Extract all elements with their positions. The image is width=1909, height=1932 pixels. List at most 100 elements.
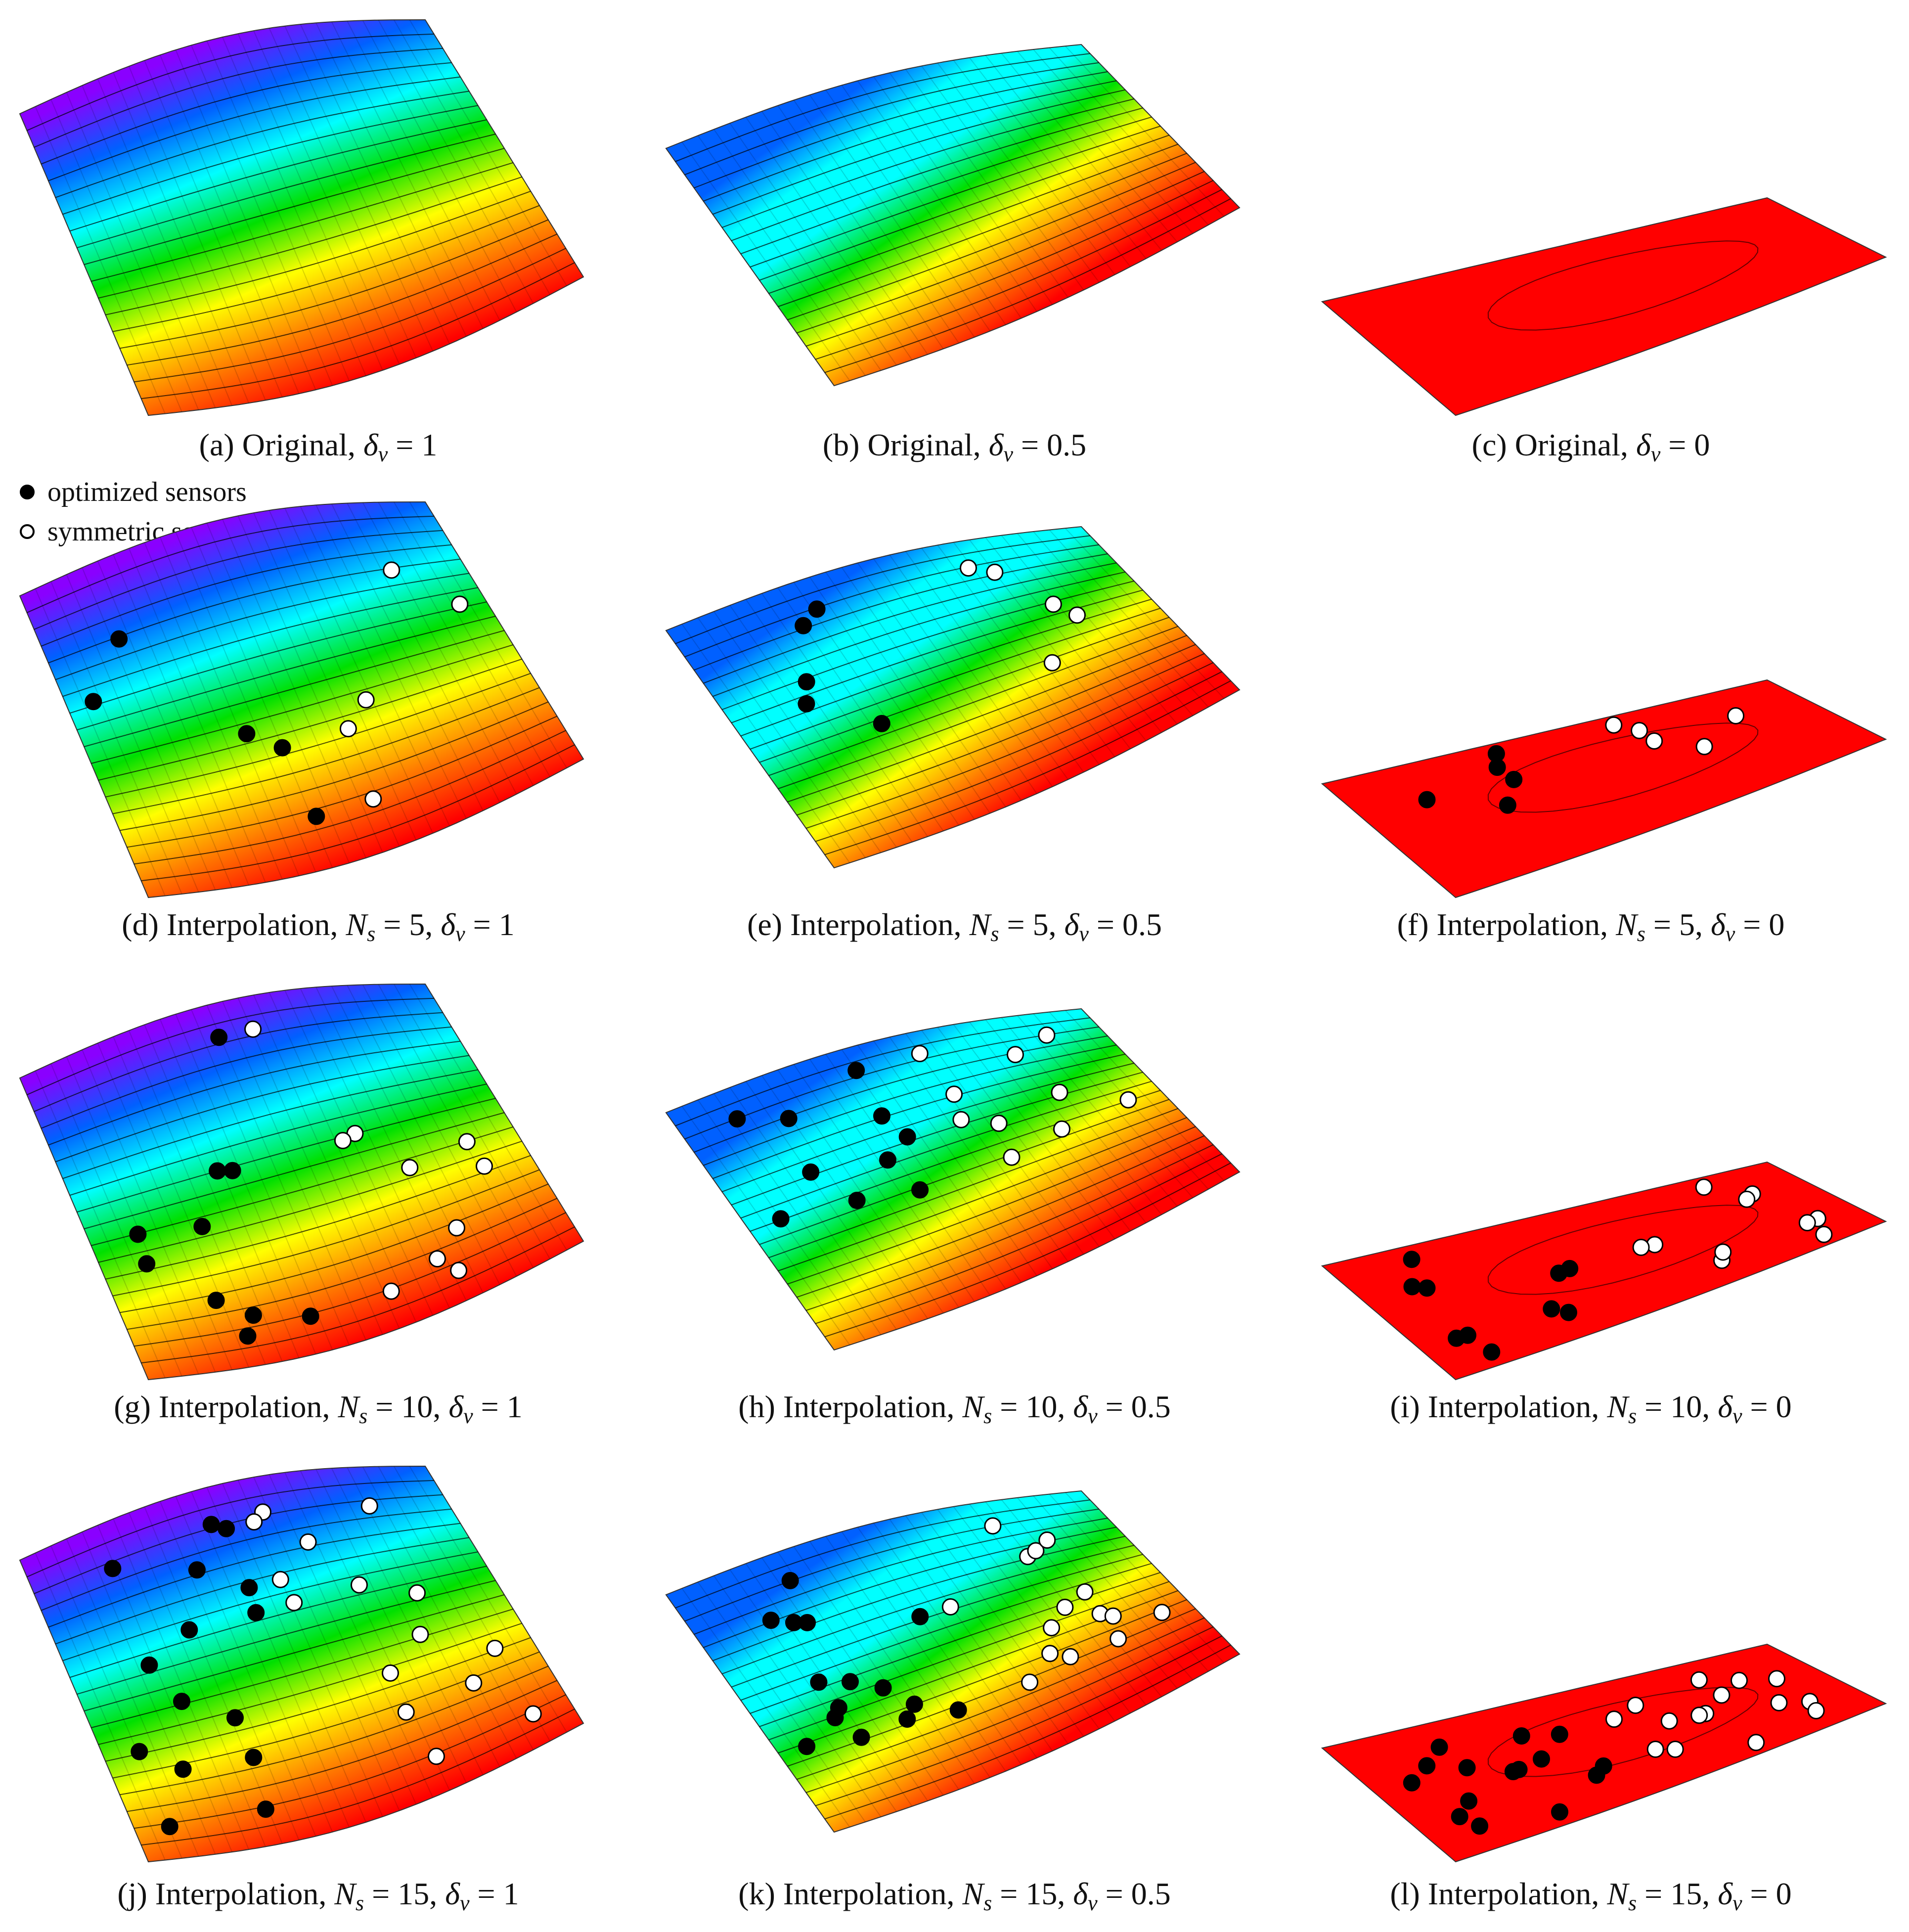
- surface-plot: [19, 501, 584, 899]
- caption-ns: 10: [1670, 1389, 1702, 1424]
- caption-tag: (l): [1390, 1876, 1420, 1911]
- caption-dv: 1: [498, 907, 515, 942]
- symmetric-sensor: [1768, 1670, 1785, 1688]
- panel-caption: (b) Original, δv = 0.5: [822, 427, 1087, 466]
- panel-g: (g) Interpolation, Ns = 10, δv = 1: [0, 964, 636, 1446]
- mesh-lines: [1487, 240, 1759, 331]
- optimized-sensor: [1471, 1817, 1489, 1835]
- panel-c: (c) Original, δv = 0: [1273, 0, 1909, 482]
- caption-ns: 10: [1025, 1389, 1058, 1424]
- caption-ns: 15: [398, 1876, 430, 1911]
- symmetric-sensor: [524, 1705, 542, 1723]
- caption-dv: 1: [421, 427, 438, 462]
- optimized-sensor: [131, 1743, 148, 1760]
- symmetric-sensor: [285, 1594, 303, 1612]
- optimized-sensor: [1451, 1808, 1468, 1826]
- symmetric-sensor: [1666, 1741, 1684, 1758]
- symmetric-sensor: [271, 1571, 289, 1588]
- caption-tag: (k): [738, 1876, 775, 1911]
- optimized-sensor: [226, 1709, 244, 1727]
- legend-optimized-label: optimized sensors: [47, 477, 247, 507]
- optimized-sensor: [302, 1307, 319, 1325]
- panel-caption: (l) Interpolation, Ns = 15, δv = 0: [1390, 1876, 1792, 1915]
- symmetric-sensor: [401, 1159, 419, 1176]
- optimized-sensor: [104, 1560, 122, 1577]
- caption-method: Original: [867, 427, 973, 462]
- surface: [665, 44, 1241, 387]
- panel-caption: (c) Original, δv = 0: [1471, 427, 1710, 466]
- panel-caption: (j) Interpolation, Ns = 15, δv = 1: [117, 1876, 519, 1915]
- symmetric-sensor: [1068, 606, 1086, 624]
- mesh-lines: [675, 528, 1231, 863]
- symmetric-sensor: [1727, 707, 1745, 724]
- caption-tag: (d): [122, 907, 159, 942]
- symmetric-sensor: [1076, 1583, 1094, 1601]
- caption-dv: 0.5: [1131, 1389, 1171, 1424]
- surface-plot: [665, 1008, 1241, 1351]
- symmetric-sensor: [1062, 1648, 1079, 1665]
- caption-tag: (c): [1471, 427, 1507, 462]
- optimized-sensor: [209, 1162, 226, 1180]
- symmetric-sensor: [1660, 1712, 1678, 1730]
- panel-j: (j) Interpolation, Ns = 15, δv = 1: [0, 1446, 636, 1932]
- optimized-sensor: [223, 1162, 241, 1179]
- mesh-lines: [675, 1010, 1231, 1346]
- panel-caption: (f) Interpolation, Ns = 5, δv = 0: [1397, 907, 1785, 946]
- symmetric-sensor: [1044, 595, 1062, 613]
- symmetric-sensor: [1104, 1607, 1122, 1625]
- panel-caption: (e) Interpolation, Ns = 5, δv = 0.5: [747, 907, 1162, 946]
- caption-dv: 0.5: [1131, 1876, 1171, 1911]
- optimized-sensor: [1488, 759, 1506, 776]
- caption-method: Interpolation: [1436, 907, 1600, 942]
- optimized-sensor: [1403, 1774, 1421, 1792]
- symmetric-sensor: [911, 1045, 929, 1063]
- caption-dv: 0: [1776, 1876, 1792, 1911]
- symmetric-sensor: [351, 1576, 368, 1594]
- symmetric-sensor: [451, 595, 469, 613]
- optimized-sensor: [785, 1614, 802, 1631]
- symmetric-sensor: [1007, 1046, 1024, 1064]
- legend-optimized: optimized sensors: [20, 472, 253, 512]
- optimized-sensor: [873, 1107, 890, 1125]
- symmetric-sensor: [476, 1157, 493, 1175]
- symmetric-sensor: [408, 1584, 426, 1602]
- surface-plot: [19, 19, 584, 416]
- optimized-sensor: [174, 1760, 192, 1778]
- caption-method: Interpolation: [166, 907, 330, 942]
- symmetric-sensor: [1714, 1243, 1732, 1261]
- panel-caption: (a) Original, δv = 1: [199, 427, 438, 466]
- symmetric-sensor: [334, 1132, 352, 1149]
- caption-method: Interpolation: [158, 1389, 322, 1424]
- optimized-sensor: [173, 1693, 190, 1710]
- symmetric-sensor: [941, 1598, 959, 1616]
- optimized-sensor: [1561, 1259, 1579, 1277]
- symmetric-sensor: [945, 1085, 963, 1103]
- symmetric-sensor: [1713, 1686, 1731, 1704]
- surface: [1321, 1161, 1887, 1381]
- symmetric-sensor: [244, 1020, 262, 1038]
- caption-method: Original: [1514, 427, 1620, 462]
- caption-ns: 15: [1025, 1876, 1058, 1911]
- caption-tag: (g): [114, 1389, 151, 1424]
- symmetric-sensor: [1119, 1091, 1137, 1109]
- caption-method: Interpolation: [1427, 1876, 1592, 1911]
- optimized-sensor: [810, 1673, 828, 1691]
- optimized-sensor: [1499, 796, 1516, 814]
- symmetric-sensor: [952, 1111, 970, 1128]
- symmetric-sensor: [486, 1639, 504, 1657]
- panel-caption: (g) Interpolation, Ns = 10, δv = 1: [114, 1389, 523, 1428]
- optimized-sensor: [874, 1679, 892, 1697]
- caption-method: Interpolation: [1427, 1389, 1592, 1424]
- symmetric-sensor: [1043, 654, 1061, 672]
- symmetric-sensor: [1053, 1120, 1070, 1138]
- symmetric-sensor: [1695, 738, 1713, 756]
- optimized-sensor: [728, 1110, 746, 1128]
- optimized-sensor: [245, 1749, 263, 1766]
- optimized-sensor: [180, 1621, 198, 1639]
- caption-tag: (a): [199, 427, 234, 462]
- optimized-sensor: [207, 1292, 225, 1309]
- optimized-sensor: [847, 1062, 865, 1079]
- symmetric-sensor: [1043, 1619, 1061, 1637]
- symmetric-sensor: [1038, 1026, 1056, 1044]
